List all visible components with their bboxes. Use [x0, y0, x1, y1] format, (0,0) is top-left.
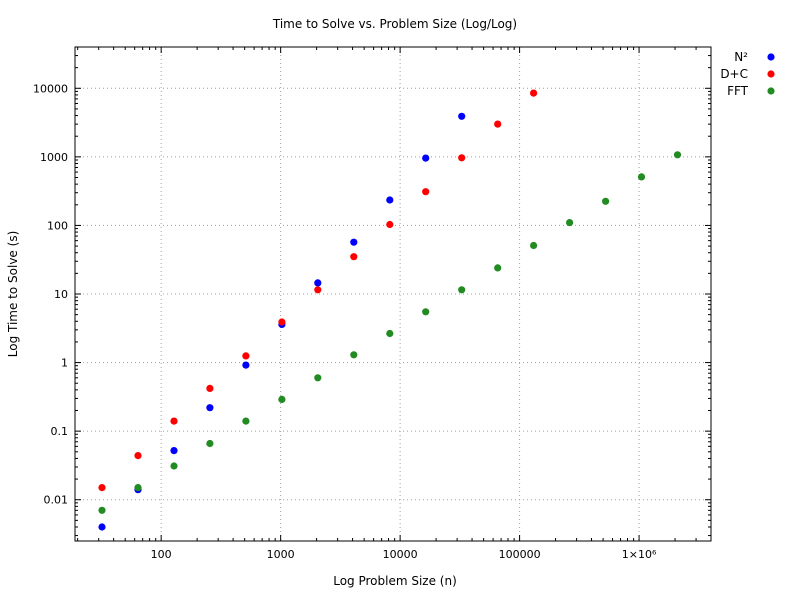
data-point: [98, 484, 106, 492]
data-point: [278, 318, 286, 326]
y-tick-label: 1000: [40, 151, 68, 164]
data-point: [98, 506, 106, 514]
data-point: [566, 219, 574, 227]
data-point: [422, 308, 430, 316]
data-point: [206, 384, 214, 392]
data-point: [170, 447, 178, 455]
data-point: [673, 151, 682, 159]
data-point: [314, 374, 322, 382]
x-tick-label: 100: [151, 548, 172, 561]
data-point: [386, 196, 394, 204]
x-axis-label: Log Problem Size (n): [333, 574, 457, 588]
legend-label: N²: [734, 50, 748, 64]
data-point: [494, 120, 502, 128]
data-point: [637, 173, 646, 181]
data-point: [242, 361, 250, 369]
y-tick-label: 0.01: [44, 494, 69, 507]
legend-marker: [767, 70, 775, 78]
y-tick-label: 1: [61, 357, 68, 370]
y-tick-label: 0.1: [51, 425, 69, 438]
x-tick-label: 10000: [383, 548, 418, 561]
y-tick-label: 100: [47, 219, 68, 232]
data-point: [206, 404, 214, 412]
data-point: [170, 462, 178, 470]
data-point: [350, 238, 358, 246]
y-tick-label: 10000: [33, 82, 68, 95]
data-point: [242, 417, 250, 425]
data-point: [314, 279, 322, 287]
data-point: [314, 286, 322, 294]
data-point: [134, 452, 142, 460]
x-tick-label: 1000: [267, 548, 295, 561]
legend-label: D+C: [720, 67, 748, 81]
legend-marker: [767, 87, 775, 95]
x-tick-label: 100000: [499, 548, 541, 561]
legend: N² D+C FFT: [720, 50, 775, 98]
y-axis-label: Log Time to Solve (s): [6, 231, 20, 358]
data-point: [386, 220, 394, 229]
data-point: [386, 329, 394, 338]
data-point: [170, 417, 178, 425]
data-point: [134, 484, 142, 492]
data-point: [206, 439, 214, 448]
data-point: [458, 286, 466, 294]
x-tick-label: 1×10⁶: [622, 548, 657, 561]
data-point: [350, 253, 358, 261]
legend-label: FFT: [727, 84, 749, 98]
data-point: [242, 352, 250, 360]
legend-marker: [767, 53, 775, 61]
data-point: [350, 351, 358, 359]
grid-layer: [75, 47, 711, 541]
tick-layer: 100 1000 10000 100000 1×10⁶ 0.01 0.1 1 10 100 1000…: [33, 46, 712, 561]
data-point: [458, 154, 466, 162]
data-point: [422, 154, 430, 162]
data-point: [602, 197, 610, 205]
y-tick-label: 10: [54, 288, 68, 301]
point-layer: [98, 89, 682, 531]
data-point: [530, 89, 538, 97]
data-point: [278, 395, 286, 403]
data-point: [530, 241, 538, 250]
data-point: [494, 264, 502, 272]
data-point: [98, 523, 106, 531]
data-point: [458, 112, 466, 120]
data-point: [422, 188, 430, 196]
chart-title: Time to Solve vs. Problem Size (Log/Log): [272, 17, 517, 31]
